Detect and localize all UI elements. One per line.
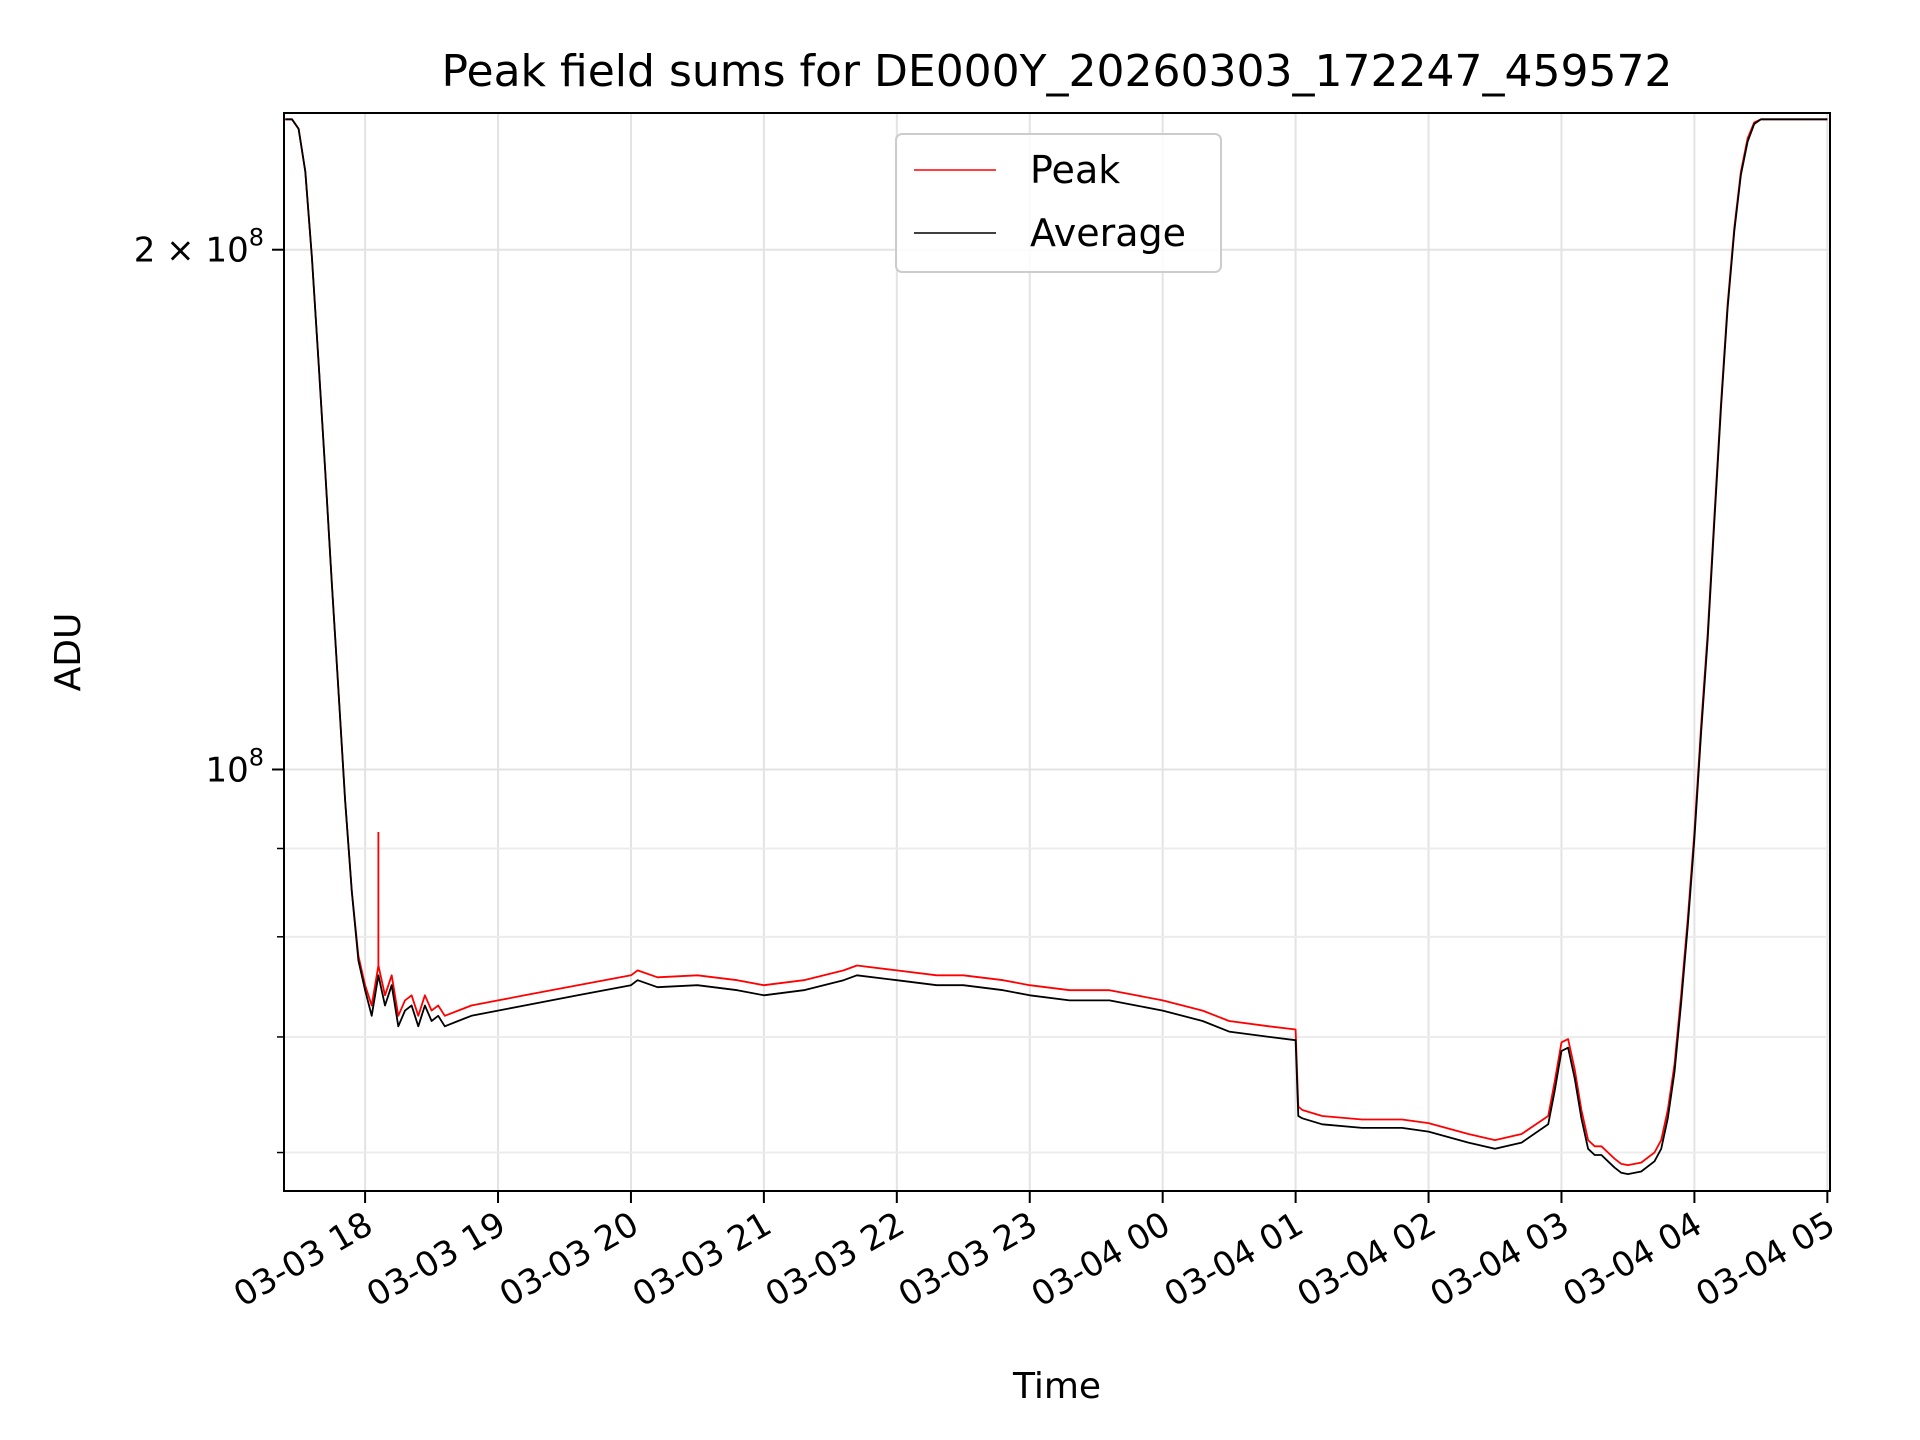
- plot-frame: [283, 112, 1831, 1192]
- y-tick-label: 2 × 108: [134, 224, 264, 271]
- legend: Peak Average: [895, 133, 1222, 273]
- series-layer: [285, 118, 1828, 1175]
- x-axis-label: Time: [1012, 1366, 1101, 1407]
- legend-label-peak: Peak: [1030, 148, 1120, 192]
- series-line-average: [285, 118, 1828, 1175]
- legend-label-average: Average: [1030, 211, 1186, 255]
- y-axis-label: ADU: [48, 613, 89, 692]
- legend-box: [895, 133, 1222, 273]
- y-tick-label: 108: [205, 743, 264, 790]
- chart-title: Peak field sums for DE000Y_20260303_1722…: [442, 46, 1673, 97]
